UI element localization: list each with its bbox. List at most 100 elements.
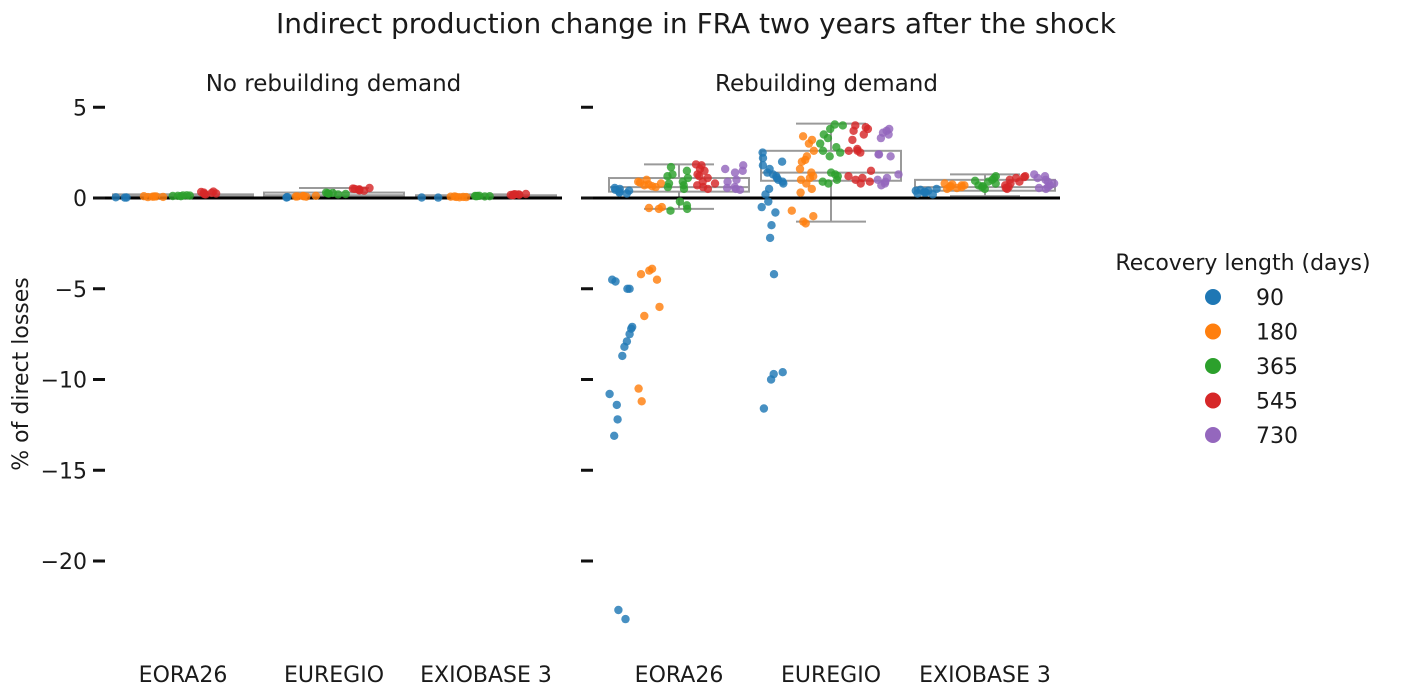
data-point-545 — [355, 186, 364, 195]
legend-label: 545 — [1256, 390, 1298, 415]
data-point-545 — [865, 177, 874, 186]
y-tick-label: −20 — [41, 550, 87, 575]
legend-marker — [1205, 323, 1221, 340]
legend-title: Recovery length (days) — [1115, 251, 1370, 276]
data-point-90 — [613, 415, 622, 424]
data-point-545 — [848, 135, 857, 145]
y-axis-left: 5 0 −5 −10 −15 −20 — [41, 96, 105, 575]
data-point-180 — [640, 311, 649, 321]
data-point-730 — [730, 168, 740, 177]
data-point-730 — [732, 175, 741, 184]
data-point-180 — [645, 266, 654, 275]
data-point-365 — [178, 191, 188, 200]
data-point-365 — [825, 152, 834, 161]
panel-title: Rebuilding demand — [715, 71, 938, 97]
data-point-90 — [911, 186, 920, 195]
data-point-730 — [738, 166, 747, 175]
data-point-180 — [654, 204, 664, 214]
data-point-365 — [816, 139, 825, 148]
x-tick-label: EXIOBASE 3 — [919, 663, 1051, 688]
y-tick-label: 0 — [73, 187, 87, 212]
data-point-90 — [761, 190, 770, 199]
data-point-545 — [844, 146, 853, 155]
data-point-90 — [417, 193, 426, 202]
x-tick-label: EORA26 — [635, 663, 724, 688]
data-point-180 — [798, 132, 808, 141]
data-point-90 — [759, 404, 769, 413]
data-point-90 — [768, 170, 778, 179]
data-point-365 — [666, 162, 676, 172]
y-tick-label: −5 — [55, 278, 87, 303]
data-point-365 — [470, 191, 480, 201]
legend-marker — [1205, 289, 1221, 305]
data-point-365 — [988, 175, 997, 184]
data-point-365 — [675, 197, 685, 206]
x-tick-label: EXIOBASE 3 — [420, 663, 552, 688]
data-point-730 — [1034, 183, 1044, 193]
data-point-180 — [807, 135, 817, 145]
data-point-365 — [664, 179, 674, 188]
legend-label: 90 — [1256, 286, 1284, 311]
data-point-545 — [858, 173, 867, 183]
data-point-90 — [605, 389, 614, 399]
data-point-180 — [139, 192, 149, 201]
data-point-730 — [885, 124, 894, 134]
data-point-90 — [767, 221, 776, 230]
data-point-545 — [691, 160, 701, 169]
data-point-730 — [880, 179, 890, 188]
data-point-90 — [434, 193, 443, 202]
data-point-545 — [197, 187, 206, 197]
data-point-365 — [683, 204, 692, 214]
chart-title: Indirect production change in FRA two ye… — [276, 7, 1117, 40]
data-point-545 — [348, 184, 358, 193]
data-point-180 — [311, 191, 321, 200]
data-point-545 — [207, 188, 216, 198]
data-point-180 — [644, 203, 654, 213]
data-point-545 — [710, 179, 720, 188]
legend-marker — [1205, 392, 1221, 409]
data-point-545 — [1011, 173, 1021, 183]
data-point-90 — [920, 188, 929, 197]
y-tick-label: 5 — [73, 96, 87, 121]
data-point-180 — [801, 155, 810, 165]
box-iqr — [608, 177, 750, 193]
data-point-365 — [831, 170, 840, 179]
data-point-180 — [655, 302, 664, 312]
data-point-90 — [620, 342, 629, 351]
data-point-730 — [894, 170, 903, 179]
legend-marker — [1205, 427, 1221, 443]
x-tick-label: EUREGIO — [284, 663, 384, 688]
data-point-365 — [480, 192, 489, 201]
data-point-545 — [365, 183, 374, 193]
data-point-365 — [978, 182, 988, 191]
data-point-90 — [771, 208, 780, 217]
legend-label: 365 — [1256, 355, 1298, 380]
data-point-180 — [158, 192, 168, 202]
data-point-90 — [610, 431, 619, 440]
data-point-90 — [758, 161, 768, 170]
data-point-180 — [801, 219, 810, 228]
data-point-730 — [874, 150, 883, 159]
data-point-545 — [1001, 183, 1010, 193]
data-point-180 — [636, 270, 646, 279]
data-point-180 — [302, 192, 311, 201]
data-point-365 — [663, 172, 672, 181]
data-point-730 — [722, 183, 732, 193]
data-point-365 — [682, 166, 692, 175]
chart-legend: Recovery length (days) 90 180 365 545 730 — [1115, 251, 1370, 449]
data-point-90 — [621, 614, 630, 624]
x-tick-label: EORA26 — [139, 663, 228, 688]
data-point-90 — [610, 183, 619, 193]
data-point-180 — [796, 188, 805, 197]
data-point-545 — [844, 172, 853, 181]
legend-label: 730 — [1256, 424, 1298, 449]
y-axis-label: % of direct losses — [9, 277, 34, 470]
panel-1: No rebuilding demand EORA26 EUREGIO EXIOBAS… — [105, 71, 562, 688]
data-point-180 — [637, 397, 646, 406]
data-point-730 — [731, 184, 740, 194]
y-axis-right — [581, 105, 593, 563]
data-point-545 — [1019, 172, 1029, 182]
data-point-365 — [838, 121, 847, 130]
data-point-90 — [622, 189, 631, 198]
data-point-180 — [945, 182, 954, 192]
